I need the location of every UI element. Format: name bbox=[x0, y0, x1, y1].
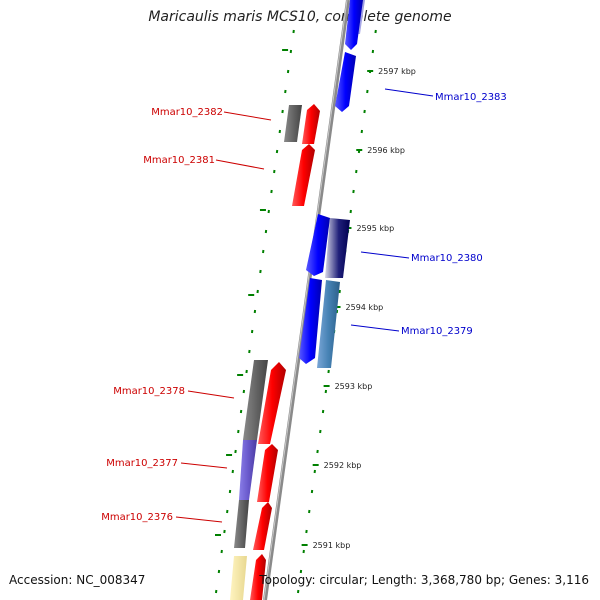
gene-block-mmar10-2376 bbox=[253, 502, 272, 550]
gene-label[interactable]: Mmar10_2380 bbox=[411, 253, 483, 264]
tick-label: 2595 kbp bbox=[356, 224, 394, 233]
tick-label: 2597 kbp bbox=[378, 67, 416, 76]
gene-labels-forward: Mmar10_2382 Mmar10_2381 Mmar10_2378 Mmar… bbox=[101, 107, 223, 523]
topology-text: Topology: circular; Length: 3,368,780 bp… bbox=[259, 573, 589, 587]
gene-labels-reverse: Mmar10_2383 Mmar10_2380 Mmar10_2379 bbox=[401, 92, 507, 337]
gene-block-mmar10-2378-gray bbox=[243, 360, 268, 440]
gene-label[interactable]: Mmar10_2376 bbox=[101, 512, 173, 523]
gene-block-top-blue bbox=[345, 0, 363, 50]
scale-ticks: 2597 kbp 2596 kbp 2595 kbp 2594 kbp 2593 kbp… bbox=[214, 49, 416, 550]
gene-label[interactable]: Mmar10_2381 bbox=[143, 155, 215, 166]
gene-blocks bbox=[230, 0, 365, 600]
tick-label: 2594 kbp bbox=[346, 303, 384, 312]
gene-block-mmar10-2378 bbox=[258, 362, 286, 444]
tick-label: 2592 kbp bbox=[324, 461, 362, 470]
map-title: Maricaulis maris MCS10, complete genome bbox=[148, 9, 452, 25]
gene-block-mmar10-2382 bbox=[302, 104, 320, 144]
label-leaders bbox=[175, 88, 434, 523]
gene-block-mmar10-2380 bbox=[306, 214, 330, 276]
gene-label[interactable]: Mmar10_2377 bbox=[106, 458, 178, 469]
gene-block-mmar10-2381 bbox=[292, 144, 315, 206]
gene-block-mmar10-2383 bbox=[335, 52, 356, 112]
gene-label[interactable]: Mmar10_2383 bbox=[435, 92, 507, 103]
gene-block-bottom-red bbox=[250, 554, 266, 600]
gene-block-mmar10-2380b bbox=[325, 218, 350, 278]
gene-block-bottom-yellow bbox=[230, 556, 247, 600]
gene-label[interactable]: Mmar10_2382 bbox=[151, 107, 223, 118]
gene-block-mmar10-2382-gray bbox=[284, 105, 302, 142]
tick-label: 2596 kbp bbox=[367, 146, 405, 155]
gene-block-mmar10-2377 bbox=[257, 444, 278, 502]
accession-text: Accession: NC_008347 bbox=[9, 573, 146, 587]
gene-label[interactable]: Mmar10_2378 bbox=[113, 386, 185, 397]
gene-block-mmar10-2376-gray bbox=[234, 500, 249, 548]
tick-label: 2591 kbp bbox=[313, 541, 351, 550]
gene-block-mmar10-2379 bbox=[299, 278, 322, 364]
gene-label[interactable]: Mmar10_2379 bbox=[401, 326, 473, 337]
gene-block-mmar10-2377-slate bbox=[239, 440, 257, 500]
genome-backbone bbox=[263, 0, 350, 600]
tick-label: 2593 kbp bbox=[335, 382, 373, 391]
gene-block-mmar10-2379b bbox=[317, 280, 340, 368]
